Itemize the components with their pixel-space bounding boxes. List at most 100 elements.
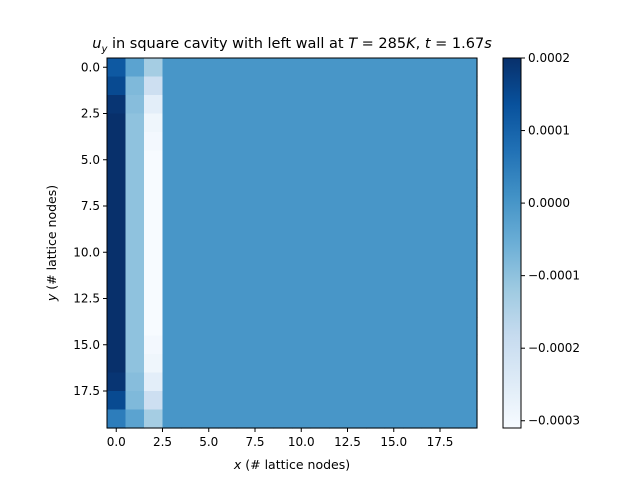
heatmap-cell bbox=[347, 58, 367, 78]
heatmap-cell bbox=[125, 261, 145, 281]
heatmap-cell bbox=[218, 150, 238, 170]
heatmap-cell bbox=[403, 113, 423, 133]
heatmap-cell bbox=[384, 335, 404, 355]
heatmap-cell bbox=[347, 113, 367, 133]
heatmap-cell bbox=[236, 58, 256, 78]
heatmap-cell bbox=[440, 317, 460, 337]
heatmap-cell bbox=[273, 354, 293, 374]
heatmap-cell bbox=[421, 243, 441, 263]
x-axis-label: x (# lattice nodes) bbox=[233, 457, 350, 472]
heatmap-cell bbox=[403, 132, 423, 152]
heatmap-cell bbox=[236, 335, 256, 355]
heatmap-cell bbox=[384, 317, 404, 337]
heatmap-cell bbox=[125, 280, 145, 300]
heatmap-cell bbox=[347, 150, 367, 170]
heatmap-cell bbox=[125, 372, 145, 392]
heatmap-cell bbox=[218, 76, 238, 96]
heatmap-cell bbox=[199, 372, 219, 392]
heatmap-cell bbox=[107, 243, 127, 263]
heatmap-cell bbox=[199, 317, 219, 337]
heatmap-cell bbox=[384, 150, 404, 170]
heatmap-cell bbox=[273, 224, 293, 244]
heatmap-cell bbox=[458, 261, 478, 281]
heatmap-cell bbox=[347, 224, 367, 244]
heatmap-cell bbox=[181, 169, 201, 189]
heatmap-cell bbox=[125, 132, 145, 152]
heatmap-cell bbox=[255, 169, 275, 189]
heatmap-cell bbox=[458, 391, 478, 411]
heatmap-cell bbox=[329, 409, 349, 429]
y-tick-label: 0.0 bbox=[81, 60, 100, 74]
heatmap-cell bbox=[162, 150, 182, 170]
colorbar-tick-label: −0.0003 bbox=[528, 414, 580, 428]
heatmap-cell bbox=[310, 243, 330, 263]
heatmap-cell bbox=[421, 169, 441, 189]
heatmap-cell bbox=[421, 58, 441, 78]
heatmap-cell bbox=[347, 187, 367, 207]
heatmap-cell bbox=[292, 150, 312, 170]
y-tick-label: 7.5 bbox=[81, 199, 100, 213]
heatmap-cell bbox=[421, 187, 441, 207]
heatmap-cell bbox=[218, 224, 238, 244]
heatmap-cell bbox=[421, 409, 441, 429]
heatmap-cell bbox=[403, 187, 423, 207]
heatmap-cell bbox=[181, 187, 201, 207]
heatmap-cell bbox=[292, 298, 312, 318]
heatmap-cell bbox=[458, 243, 478, 263]
heatmap-cell bbox=[310, 335, 330, 355]
heatmap-cell bbox=[181, 206, 201, 226]
heatmap-cell bbox=[310, 76, 330, 96]
y-tick-label: 2.5 bbox=[81, 107, 100, 121]
heatmap-cell bbox=[292, 354, 312, 374]
heatmap-cell bbox=[421, 391, 441, 411]
heatmap-cell bbox=[329, 372, 349, 392]
heatmap-cell bbox=[329, 298, 349, 318]
heatmap-cell bbox=[292, 317, 312, 337]
heatmap-cell bbox=[144, 113, 164, 133]
heatmap-cell bbox=[218, 409, 238, 429]
heatmap-cell bbox=[458, 317, 478, 337]
heatmap-cell bbox=[310, 95, 330, 115]
x-tick-label: 12.5 bbox=[334, 435, 361, 449]
heatmap-cell bbox=[199, 58, 219, 78]
heatmap-cell bbox=[162, 187, 182, 207]
heatmap-cell bbox=[347, 409, 367, 429]
heatmap-cell bbox=[107, 372, 127, 392]
heatmap-cell bbox=[366, 280, 386, 300]
heatmap-cell bbox=[458, 169, 478, 189]
heatmap-cell bbox=[162, 335, 182, 355]
heatmap-cell bbox=[329, 280, 349, 300]
heatmap-cell bbox=[421, 354, 441, 374]
heatmap-cell bbox=[347, 95, 367, 115]
heatmap-cell bbox=[458, 372, 478, 392]
heatmap-cell bbox=[144, 132, 164, 152]
heatmap-cell bbox=[181, 132, 201, 152]
heatmap-cell bbox=[255, 317, 275, 337]
heatmap-cell bbox=[162, 317, 182, 337]
heatmap-cell bbox=[199, 95, 219, 115]
heatmap-cell bbox=[347, 280, 367, 300]
heatmap-cell bbox=[162, 76, 182, 96]
heatmap-cell bbox=[384, 354, 404, 374]
x-tick-label: 10.0 bbox=[288, 435, 315, 449]
heatmap-cell bbox=[144, 206, 164, 226]
heatmap-cell bbox=[273, 391, 293, 411]
heatmap-cell bbox=[218, 391, 238, 411]
heatmap-cell bbox=[125, 150, 145, 170]
heatmap-cell bbox=[107, 391, 127, 411]
heatmap-cell bbox=[236, 132, 256, 152]
heatmap-cell bbox=[366, 206, 386, 226]
heatmap-cell bbox=[199, 169, 219, 189]
heatmap-cell bbox=[440, 243, 460, 263]
heatmap-cell bbox=[218, 113, 238, 133]
heatmap-cell bbox=[366, 354, 386, 374]
heatmap-cell bbox=[162, 224, 182, 244]
heatmap-cell bbox=[421, 317, 441, 337]
heatmap-cell bbox=[236, 95, 256, 115]
heatmap-cell bbox=[255, 113, 275, 133]
heatmap-cell bbox=[162, 206, 182, 226]
heatmap-cell bbox=[181, 224, 201, 244]
heatmap-cell bbox=[310, 261, 330, 281]
heatmap-cell bbox=[255, 261, 275, 281]
